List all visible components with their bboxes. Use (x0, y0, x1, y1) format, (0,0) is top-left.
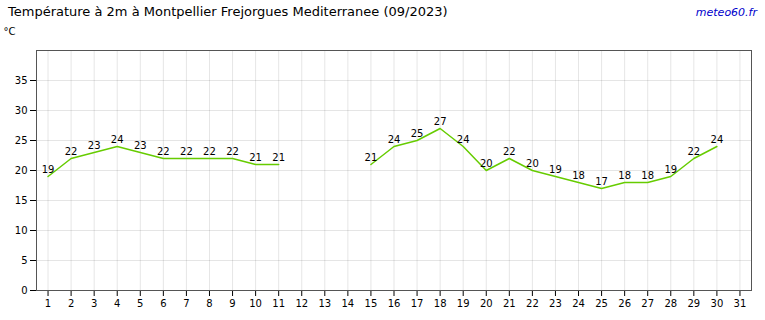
svg-text:12: 12 (295, 298, 308, 309)
svg-text:23: 23 (134, 140, 147, 151)
svg-text:17: 17 (411, 298, 424, 309)
svg-text:18: 18 (434, 298, 447, 309)
svg-text:9: 9 (229, 298, 235, 309)
svg-text:21: 21 (365, 152, 378, 163)
svg-text:23: 23 (88, 140, 101, 151)
svg-text:15: 15 (15, 195, 28, 206)
svg-text:°C: °C (4, 26, 16, 37)
svg-text:19: 19 (664, 164, 677, 175)
svg-text:14: 14 (342, 298, 355, 309)
svg-text:24: 24 (111, 134, 124, 145)
svg-text:18: 18 (641, 170, 654, 181)
svg-text:17: 17 (595, 176, 608, 187)
svg-text:22: 22 (65, 146, 78, 157)
svg-text:27: 27 (641, 298, 654, 309)
svg-text:20: 20 (480, 298, 493, 309)
svg-text:26: 26 (618, 298, 631, 309)
svg-text:20: 20 (15, 165, 28, 176)
svg-text:4: 4 (114, 298, 120, 309)
svg-text:16: 16 (388, 298, 401, 309)
svg-text:22: 22 (203, 146, 216, 157)
svg-text:28: 28 (664, 298, 677, 309)
svg-text:19: 19 (549, 164, 562, 175)
svg-text:30: 30 (15, 105, 28, 116)
svg-text:10: 10 (15, 225, 28, 236)
svg-text:10: 10 (249, 298, 262, 309)
svg-text:5: 5 (137, 298, 143, 309)
svg-text:20: 20 (526, 158, 539, 169)
svg-text:25: 25 (595, 298, 608, 309)
svg-text:1: 1 (45, 298, 51, 309)
svg-text:22: 22 (503, 146, 516, 157)
svg-text:0: 0 (21, 285, 27, 296)
svg-text:22: 22 (687, 146, 700, 157)
svg-text:5: 5 (21, 255, 27, 266)
svg-text:24: 24 (388, 134, 401, 145)
svg-text:21: 21 (272, 152, 285, 163)
svg-text:13: 13 (318, 298, 331, 309)
svg-text:31: 31 (734, 298, 747, 309)
svg-text:8: 8 (206, 298, 212, 309)
svg-text:7: 7 (183, 298, 189, 309)
svg-text:6: 6 (160, 298, 166, 309)
svg-text:3: 3 (91, 298, 97, 309)
svg-text:18: 18 (618, 170, 631, 181)
svg-text:27: 27 (434, 116, 447, 127)
svg-text:25: 25 (411, 128, 424, 139)
html-text:meteo60.fr: meteo60.fr (695, 6, 757, 19)
svg-text:22: 22 (157, 146, 170, 157)
svg-text:21: 21 (503, 298, 516, 309)
svg-text:25: 25 (15, 135, 28, 146)
svg-text:30: 30 (711, 298, 724, 309)
svg-text:22: 22 (226, 146, 239, 157)
svg-text:23: 23 (549, 298, 562, 309)
svg-text:21: 21 (249, 152, 262, 163)
svg-text:11: 11 (272, 298, 285, 309)
svg-text:24: 24 (572, 298, 585, 309)
svg-text:24: 24 (457, 134, 470, 145)
svg-text:35: 35 (15, 75, 28, 86)
svg-text:18: 18 (572, 170, 585, 181)
svg-text:22: 22 (526, 298, 539, 309)
svg-text:20: 20 (480, 158, 493, 169)
html-text:Température à 2m à Montpellier: Température à 2m à Montpellier Frejorgue… (8, 4, 448, 19)
svg-text:24: 24 (711, 134, 724, 145)
svg-text:2: 2 (68, 298, 74, 309)
svg-text:19: 19 (457, 298, 470, 309)
svg-text:19: 19 (42, 164, 55, 175)
svg-text:22: 22 (180, 146, 193, 157)
svg-text:15: 15 (365, 298, 378, 309)
svg-text:29: 29 (687, 298, 700, 309)
